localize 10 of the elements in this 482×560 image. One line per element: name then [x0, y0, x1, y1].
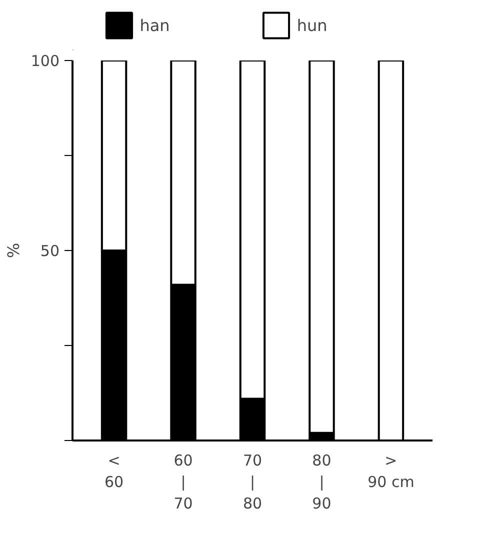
- y-tick-label: 100: [30, 52, 60, 70]
- x-tick-label: 80 | 90: [312, 452, 332, 513]
- x-tick-label: 70 | 80: [242, 452, 262, 513]
- y-tick-label: 50: [40, 242, 60, 260]
- legend-label: hun: [296, 16, 328, 34]
- x-tick-label: < 60: [104, 452, 124, 492]
- x-tick-label: 60 | 70: [174, 452, 193, 513]
- y-axis-title: %: [4, 242, 23, 258]
- legend-label: han: [140, 16, 170, 34]
- x-tick-label: > 90 cm: [368, 452, 414, 492]
